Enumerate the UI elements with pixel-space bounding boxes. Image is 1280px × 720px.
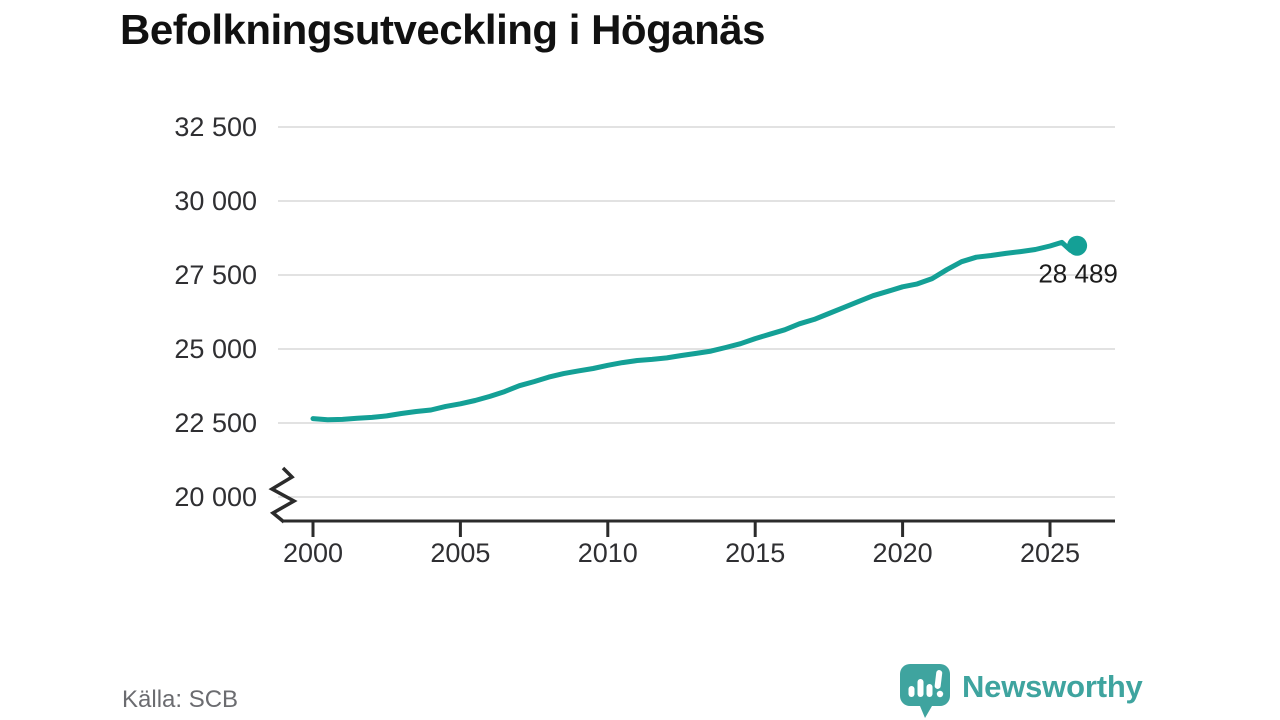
end-value-label: 28 489 xyxy=(1038,259,1118,289)
x-tick-label: 2015 xyxy=(725,538,785,568)
y-tick-label: 32 500 xyxy=(174,112,257,142)
x-axis: 2000 2005 2010 2015 2020 2025 xyxy=(283,519,1115,568)
end-point-dot xyxy=(1067,235,1088,256)
y-tick-label: 20 000 xyxy=(174,482,257,512)
y-axis-labels: 20 000 22 500 25 000 27 500 30 000 32 500 xyxy=(174,112,257,512)
newsworthy-wordmark: Newsworthy xyxy=(962,669,1143,704)
page-title: Befolkningsutveckling i Höganäs xyxy=(120,6,765,53)
x-tick-label: 2000 xyxy=(283,538,343,568)
x-tick-label: 2010 xyxy=(578,538,638,568)
y-tick-label: 27 500 xyxy=(174,260,257,290)
x-tick-label: 2025 xyxy=(1020,538,1080,568)
axis-break-icon xyxy=(268,466,298,524)
source-credit: Källa: SCB xyxy=(122,686,239,713)
y-tick-label: 22 500 xyxy=(174,408,257,438)
y-tick-label: 30 000 xyxy=(174,186,257,216)
x-tick-label: 2020 xyxy=(873,538,933,568)
population-line xyxy=(310,239,1080,423)
bar-chart-speech-bubble-icon xyxy=(900,664,950,718)
newsworthy-branding: Newsworthy xyxy=(898,662,1143,720)
x-tick-label: 2005 xyxy=(430,538,490,568)
y-tick-label: 25 000 xyxy=(174,334,257,364)
y-gridlines xyxy=(278,126,1115,498)
